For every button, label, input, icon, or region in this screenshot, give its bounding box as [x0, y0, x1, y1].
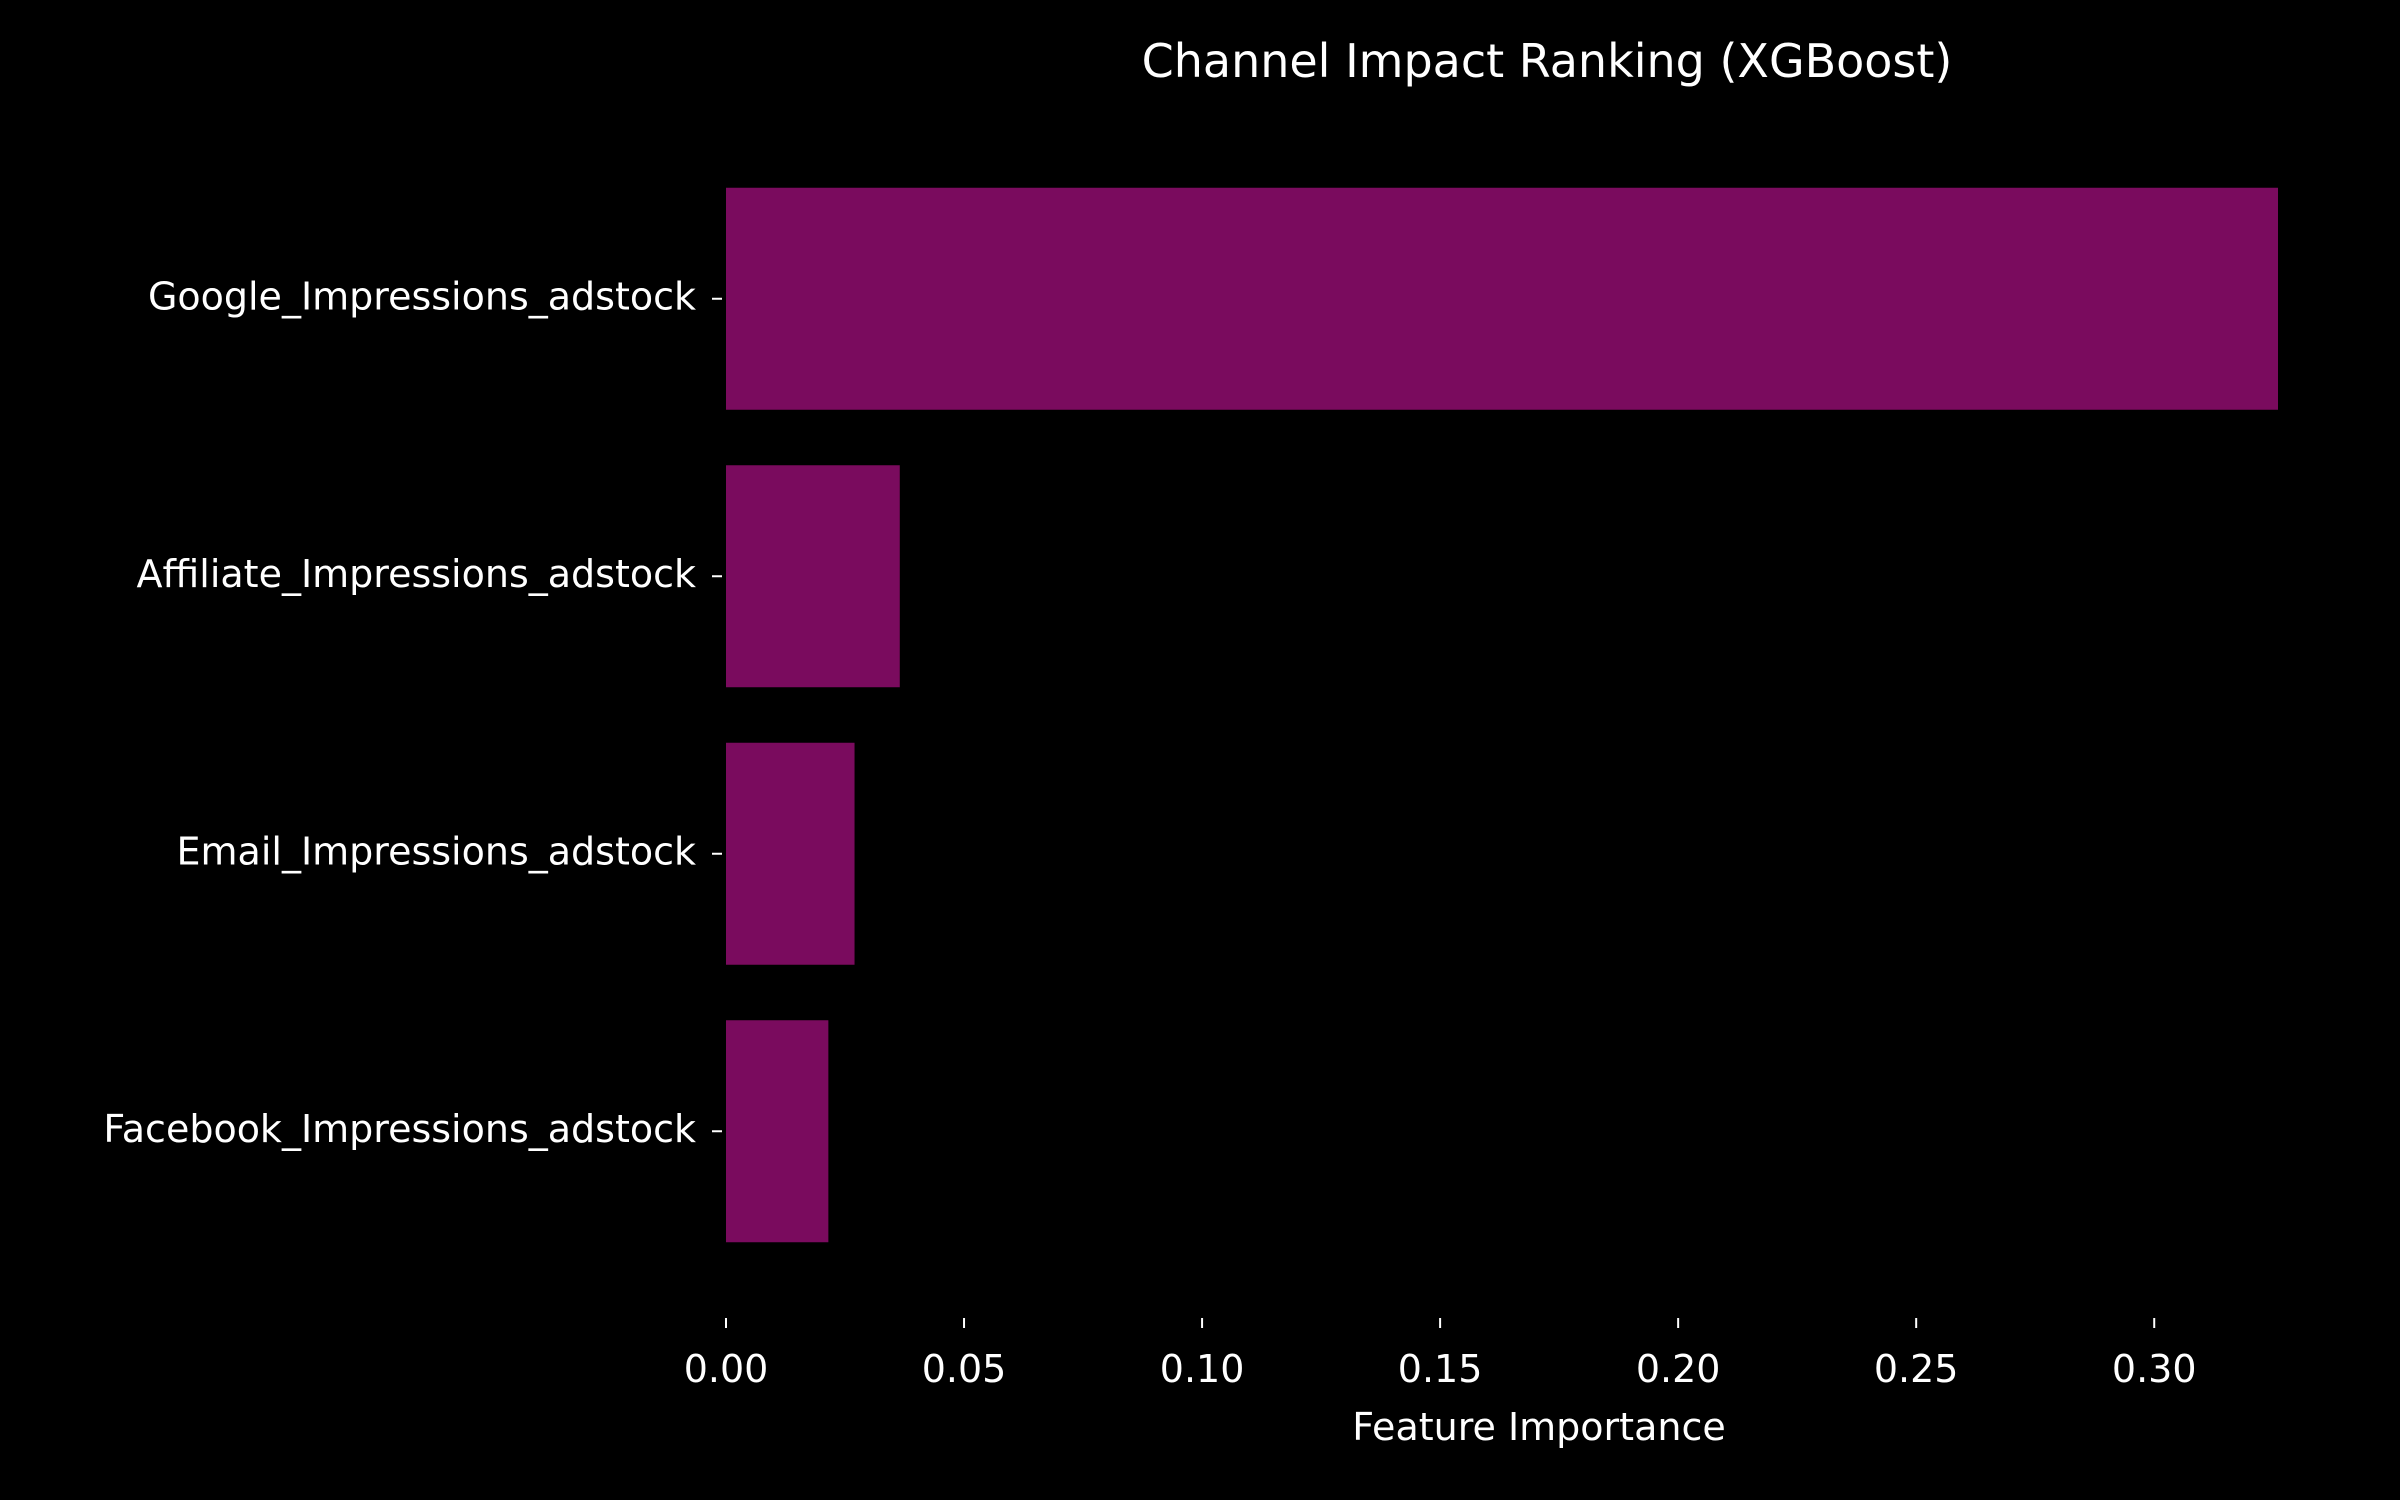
x-axis-label: Feature Importance — [1352, 1405, 1725, 1449]
bar-email-impressions-adstock — [726, 742, 855, 965]
x-tick-label: 0.30 — [2112, 1347, 2197, 1391]
y-tick-label: Email_Impressions_adstock — [177, 829, 696, 873]
bar-affiliate-impressions-adstock — [726, 465, 900, 688]
y-axis: Google_Impressions_adstock Affiliate_Impr… — [103, 274, 722, 1151]
chart-title: Channel Impact Ranking (XGBoost) — [1142, 34, 1953, 88]
x-tick-label: 0.05 — [922, 1347, 1007, 1391]
x-tick-label: 0.20 — [1636, 1347, 1721, 1391]
y-tick-label: Facebook_Impressions_adstock — [103, 1107, 696, 1151]
bar-facebook-impressions-adstock — [726, 1020, 829, 1243]
x-tick-label: 0.00 — [684, 1347, 769, 1391]
x-tick-label: 0.15 — [1398, 1347, 1483, 1391]
bar-google-impressions-adstock — [726, 187, 2278, 410]
y-tick-label: Affiliate_Impressions_adstock — [137, 552, 696, 596]
x-tick-label: 0.10 — [1160, 1347, 1245, 1391]
x-axis: 0.00 0.05 0.10 0.15 0.20 0.25 0.30 — [684, 1318, 2197, 1391]
x-tick-label: 0.25 — [1874, 1347, 1959, 1391]
bars-layer — [726, 187, 2278, 1243]
y-tick-label: Google_Impressions_adstock — [148, 274, 696, 318]
